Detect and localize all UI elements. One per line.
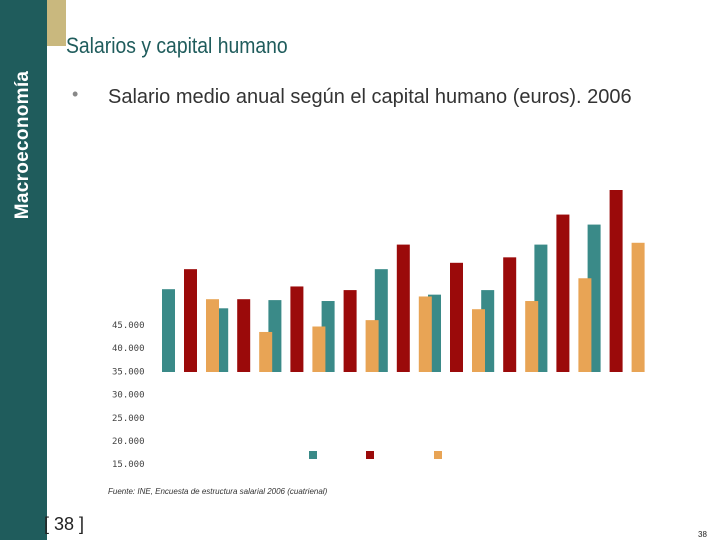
bar-series2-cat2 — [237, 299, 251, 372]
sidebar — [0, 0, 47, 540]
y-tick-label: 35.000 — [112, 367, 145, 377]
bar-series2-cat9 — [609, 190, 623, 372]
page-number-bracket: [ 38 ] — [44, 514, 85, 534]
bar-series2-cat3 — [290, 286, 304, 372]
page-number: 38 — [698, 530, 707, 539]
legend-swatch-series1 — [309, 451, 317, 459]
bar-series2-cat1 — [184, 269, 197, 372]
bar-series2-cat7 — [503, 257, 517, 372]
chart-source: Fuente: INE, Encuesta de estructura sala… — [108, 487, 328, 496]
y-tick-label: 30.000 — [112, 391, 145, 401]
bar-series3-cat2 — [259, 331, 273, 372]
y-tick-label: 20.000 — [112, 437, 145, 447]
bar-series3-cat3 — [312, 326, 326, 372]
bullet-marker: • — [72, 84, 79, 104]
bar-series3-cat1 — [206, 299, 219, 372]
legend-swatch-series3 — [434, 451, 442, 459]
bar-series3-cat9 — [631, 242, 645, 372]
y-tick-label: 15.000 — [112, 460, 145, 470]
bar-series2-cat8 — [556, 214, 570, 372]
bar-series2-cat6 — [450, 262, 463, 372]
bar-series3-cat7 — [525, 301, 539, 372]
slide-title: Salarios y capital humano — [66, 33, 288, 58]
bar-series2-cat4 — [343, 290, 357, 372]
bar-series3-cat6 — [472, 309, 485, 372]
y-tick-label: 40.000 — [112, 344, 145, 354]
bullet-text: Salario medio anual según el capital hum… — [108, 86, 632, 108]
bar-series1-cat1 — [162, 289, 175, 372]
y-tick-label: 25.000 — [112, 414, 145, 424]
y-tick-label: 45.000 — [112, 321, 145, 331]
bar-series2-cat5 — [396, 244, 410, 372]
bar-series3-cat5 — [418, 296, 432, 372]
bar-series3-cat8 — [578, 278, 592, 372]
bar-series3-cat4 — [365, 320, 379, 372]
legend-swatch-series2 — [366, 451, 374, 459]
